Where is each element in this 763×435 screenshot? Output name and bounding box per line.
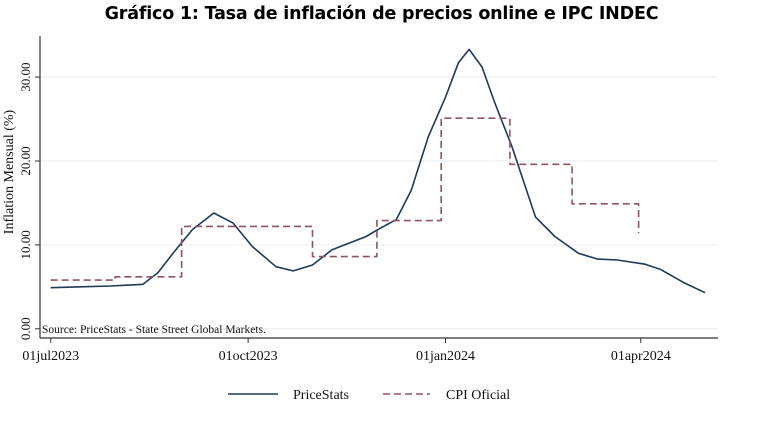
y-tick-label: 30.00 <box>18 62 33 91</box>
series-line-cpi-oficial <box>50 117 640 281</box>
y-tick-label: 0.00 <box>18 317 33 340</box>
x-tick-label: 01oct2023 <box>219 349 278 364</box>
y-tick-label: 10.00 <box>18 230 33 259</box>
y-tick-label: 20.00 <box>18 146 33 175</box>
y-axis-label: Inflation Mensual (%) <box>2 109 17 234</box>
legend-label: PriceStats <box>293 388 349 403</box>
series-line-pricestats <box>50 48 706 294</box>
source-note: Source: PriceStats - State Street Global… <box>42 324 266 336</box>
chart-title: Gráfico 1: Tasa de inflación de precios … <box>104 4 659 24</box>
x-tick-label: 01jan2024 <box>416 349 475 364</box>
x-tick-label: 01apr2024 <box>611 349 671 364</box>
legend-label: CPI Oficial <box>446 388 510 403</box>
x-tick-label: 01jul2023 <box>22 349 79 364</box>
